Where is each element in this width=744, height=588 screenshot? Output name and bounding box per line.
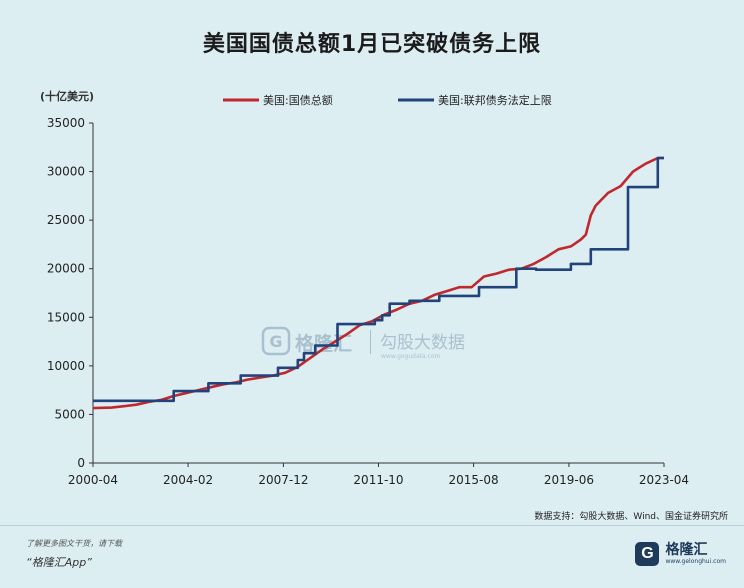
watermark: G 格隆汇 勾股大数据 www.gogudata.com: [261, 326, 465, 360]
chart-title: 美国国债总额1月已突破债务上限: [202, 32, 542, 57]
footer-divider: [0, 525, 744, 526]
legend: 美国:国债总额 美国:联邦债务法定上限: [223, 93, 552, 107]
source-note: 数据支持：勾股大数据、Wind、国金证券研究所: [534, 512, 728, 522]
footer-note: 了解更多图文干货，请下载: [26, 539, 122, 548]
watermark-logo-icon: [261, 326, 291, 356]
watermark-sub: 勾股大数据: [380, 333, 465, 353]
x-tick-label: 2023-04: [639, 473, 689, 487]
y-tick-label: 10000: [47, 359, 85, 373]
legend-label-ceiling: 美国:联邦债务法定上限: [438, 93, 552, 107]
series-line-ceiling: [93, 156, 664, 403]
y-axis-unit-label: (十亿美元): [40, 89, 94, 103]
y-tick-label: 35000: [47, 116, 85, 130]
y-tick-label: 25000: [47, 213, 85, 227]
brand-name: 格隆汇: [665, 542, 708, 558]
watermark-url: www.gogudata.com: [381, 353, 441, 360]
y-tick-label: 30000: [47, 165, 85, 179]
brand-url: www.gelonghui.com: [665, 558, 726, 565]
brand-logo-icon: G: [635, 542, 660, 566]
x-tick-label: 2007-12: [258, 473, 308, 487]
series-line-debt: [92, 156, 664, 410]
y-tick-label: 0: [77, 456, 85, 470]
x-tick-label: 2004-02: [163, 473, 213, 487]
y-tick-label: 15000: [47, 310, 85, 324]
footer-app-name: “格隆汇App”: [26, 556, 92, 569]
legend-label-debt: 美国:国债总额: [263, 93, 333, 107]
x-tick-label: 2015-08: [449, 473, 499, 487]
x-tick-label: 2011-10: [353, 473, 403, 487]
series-layer: [92, 156, 664, 410]
x-tick-label: 2019-06: [544, 473, 594, 487]
watermark-logo-letter: G: [269, 332, 282, 351]
y-tick-label: 5000: [54, 407, 85, 421]
brand-logo[interactable]: G 格隆汇 www.gelonghui.com: [635, 540, 726, 568]
x-tick-label: 2000-04: [68, 473, 118, 487]
axes: 0 5000 10000 15000 20000 25000 30000 35000 2000-…: [47, 116, 689, 487]
watermark-divider: [370, 330, 371, 354]
y-tick-label: 20000: [47, 262, 85, 276]
